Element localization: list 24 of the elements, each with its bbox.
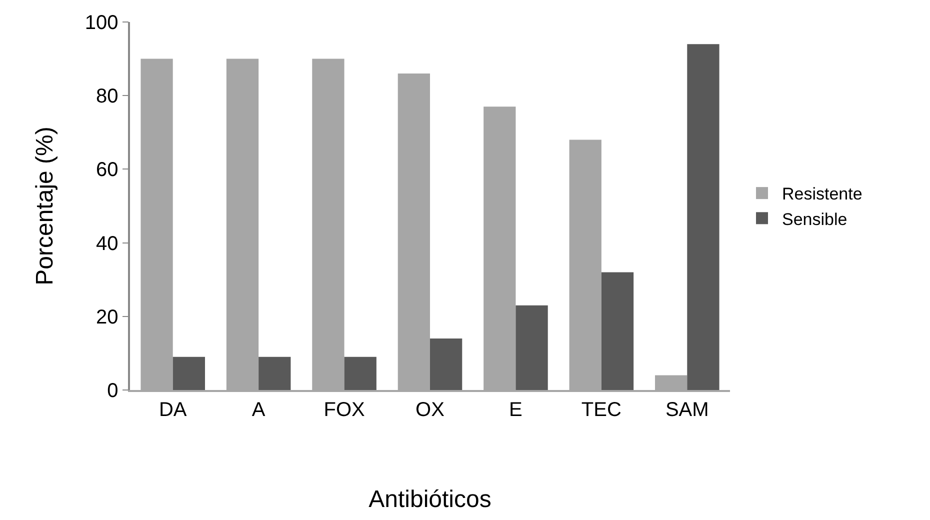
bar xyxy=(601,272,634,390)
x-tick-label: TEC xyxy=(581,399,622,421)
y-tick-label: 20 xyxy=(96,306,118,328)
bar xyxy=(430,338,462,390)
x-axis-title: Antibióticos xyxy=(368,486,492,513)
bar xyxy=(172,356,205,390)
x-tick-label: SAM xyxy=(665,399,709,421)
bar xyxy=(687,44,720,390)
x-tick-label: DA xyxy=(158,399,188,421)
legend-label: Sensible xyxy=(782,210,848,229)
bar xyxy=(258,356,291,390)
x-tick-label: A xyxy=(252,399,266,421)
x-tick-label: E xyxy=(509,399,522,421)
legend-label: Resistente xyxy=(782,184,862,204)
y-tick-label: 40 xyxy=(96,232,118,255)
y-tick-label: 80 xyxy=(96,86,118,108)
y-tick-label: 60 xyxy=(96,159,118,182)
x-tick-label: OX xyxy=(416,399,444,421)
x-tick-label: FOX xyxy=(324,399,365,421)
y-tick-label: 0 xyxy=(107,380,118,402)
y-tick-label: 100 xyxy=(84,12,118,34)
bar xyxy=(516,305,548,390)
y-axis-title: Porcentaje (%) xyxy=(31,126,58,286)
bar xyxy=(344,356,376,390)
